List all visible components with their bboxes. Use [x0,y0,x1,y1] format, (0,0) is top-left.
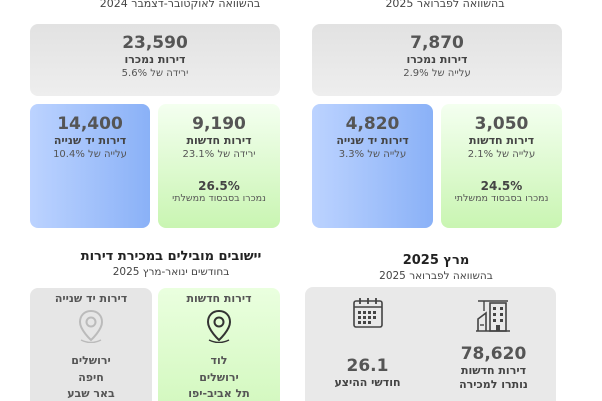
months-supply-section: 26.1 חודשי ההיצע [305,287,430,390]
leading-second-hand-card: דירות יד שנייה ירושלים חיפה באר שבע [30,288,152,401]
top-left-caption: בהשוואה לאוקטובר-דצמבר 2024 [99,0,261,10]
left-total-value: 23,590 [122,33,188,53]
leading-new-city: תל אביב-יפו [188,387,250,400]
left-new-share-label: נמכרו בסבסוד ממשלתי [172,192,266,204]
unsold-value: 78,620 [460,344,527,364]
left-total-change: ירידה של 5.6% [121,67,189,79]
left-total-label: דירות נמכרו [124,52,186,66]
right-new-share-label: נמכרו בסבסוד ממשלתי [454,192,549,204]
right-new-change: עלייה של 2.1% [467,148,536,160]
right-total-label: דירות נמכרו [406,52,468,66]
left-total-card: 23,590 דירות נמכרו ירידה של 5.6% [30,24,280,96]
right-total-card: 7,870 דירות נמכרו עלייה של 2.9% [312,24,562,96]
march-title: מרץ 2025 [402,253,470,268]
march-subtitle: בהשוואה לפברואר 2025 [379,270,493,282]
months-supply-value: 26.1 [346,356,389,376]
left-new-change: ירידה של 23.1% [182,148,256,160]
right-new-value: 3,050 [474,114,529,134]
march-card: 78,620 דירות חדשות נותרו למכירה 26.1 חוד… [305,287,556,401]
left-second-hand-card: 14,400 דירות יד שנייה עלייה של 10.4% [30,104,150,228]
left-new-share: 26.5% [198,178,240,193]
left-new-label: דירות חדשות [186,133,252,147]
left-second-hand-value: 14,400 [57,114,123,134]
leading-subtitle: בחודשים ינואר-מרץ 2025 [112,266,230,278]
right-second-hand-value: 4,820 [345,114,400,134]
leading-new-card: דירות חדשות לוד ירושלים תל אביב-יפו [158,288,280,401]
left-second-hand-change: עלייה של 10.4% [53,148,127,160]
right-second-hand-change: עלייה של 3.3% [338,148,407,160]
months-supply-label: חודשי ההיצע [334,375,401,389]
location-pin-icon [158,309,280,343]
leading-second-hand-header: דירות יד שנייה [54,292,128,305]
leading-new-city: ירושלים [199,370,239,384]
unsold-label: דירות חדשות [460,363,527,377]
right-total-value: 7,870 [410,33,464,53]
buildings-crane-icon [431,295,556,335]
unsold-label-2: נותרו למכירה [459,377,528,391]
right-new-share: 24.5% [480,178,523,193]
top-right-caption: בהשוואה לפברואר 2025 [385,0,505,10]
unsold-section: 78,620 דירות חדשות נותרו למכירה [431,287,556,392]
leading-second-hand-city: חיפה [78,370,104,384]
left-second-hand-label: דירות יד שנייה [53,133,127,147]
leading-title: יישובים מובילים במכירת דירות [80,249,262,264]
right-second-hand-label: דירות יד שנייה [336,133,409,147]
right-second-hand-card: 4,820 דירות יד שנייה עלייה של 3.3% [312,104,433,228]
left-new-value: 9,190 [192,114,246,134]
leading-second-hand-city: ירושלים [71,354,111,367]
right-new-card: 3,050 דירות חדשות עלייה של 2.1% 24.5% נמ… [441,104,562,228]
right-new-label: דירות חדשות [468,133,535,147]
leading-new-city: לוד [210,354,228,367]
location-pin-icon [30,309,152,343]
leading-new-header: דירות חדשות [186,292,252,305]
right-total-change: עלייה של 2.9% [403,67,471,79]
leading-second-hand-city: באר שבע [67,387,115,400]
left-new-card: 9,190 דירות חדשות ירידה של 23.1% 26.5% נ… [158,104,280,228]
calendar-icon [305,295,430,331]
